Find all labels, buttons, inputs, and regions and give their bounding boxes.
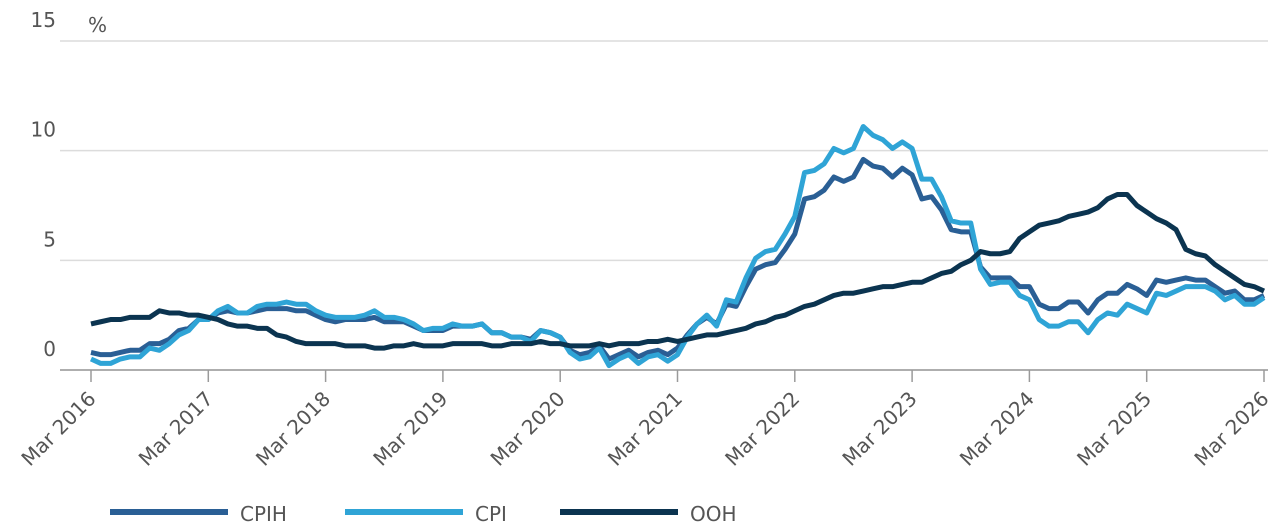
x-tick-label: Mar 2019 [368, 387, 452, 471]
line-series [89, 124, 1266, 369]
y-tick-label: 10 [31, 118, 56, 142]
y-tick-label: 5 [43, 227, 56, 251]
line-series [90, 192, 1266, 351]
x-tick-label: Mar 2026 [1189, 387, 1271, 471]
x-tick-label: Mar 2020 [486, 387, 570, 471]
x-tick-label: Mar 2023 [837, 387, 921, 471]
x-tick-label: Mar 2022 [720, 387, 804, 471]
y-tick-label: 15 [31, 8, 56, 32]
legend-label: OOH [690, 502, 737, 522]
x-tick-label: Mar 2024 [955, 387, 1039, 471]
line-series [90, 156, 1266, 362]
x-tick-label: Mar 2016 [16, 387, 100, 471]
legend-label: CPI [475, 502, 507, 522]
legend-label: CPIH [240, 502, 287, 522]
x-tick-label: Mar 2021 [603, 387, 687, 471]
x-tick-label: Mar 2017 [134, 387, 218, 471]
x-tick-label: Mar 2018 [251, 387, 335, 471]
x-tick-label: Mar 2025 [1072, 387, 1156, 471]
y-axis-label: % [88, 13, 107, 37]
y-tick-label: 0 [43, 337, 56, 361]
